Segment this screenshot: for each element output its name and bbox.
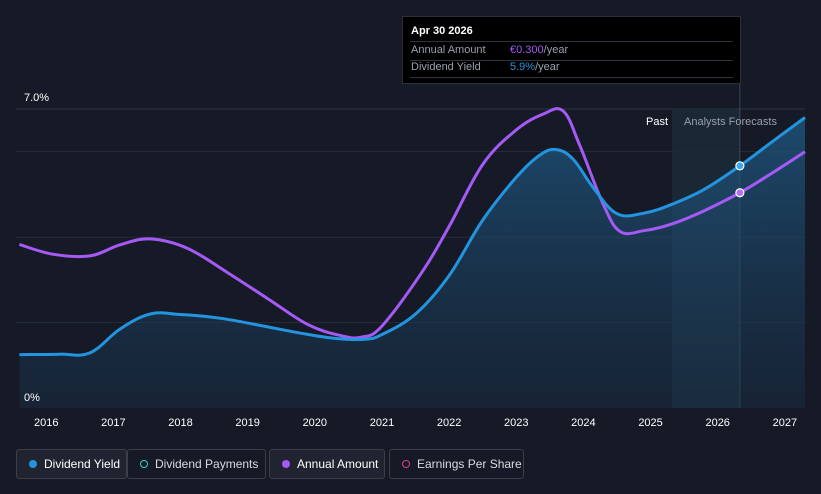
tooltip-divider <box>410 77 733 78</box>
legend-label: Annual Amount <box>297 457 379 471</box>
tooltip-value: €0.300 <box>510 44 544 56</box>
x-tick-label: 2018 <box>168 417 192 429</box>
forecast-label: Analysts Forecasts <box>684 116 777 128</box>
x-tick-label: 2027 <box>773 417 797 429</box>
tooltip-value: 5.9% <box>510 61 536 73</box>
legend-label: Dividend Yield <box>44 457 121 471</box>
annual-amount-point <box>735 188 745 198</box>
past-label: Past <box>646 116 668 128</box>
tooltip: Apr 30 2026 Annual Amount €0.300/year Di… <box>402 16 741 84</box>
tooltip-row-annual-amount: Annual Amount €0.300/year <box>411 44 568 56</box>
y-tick-label-bottom: 0% <box>24 392 40 404</box>
dividend-yield-point <box>735 161 745 171</box>
tooltip-divider <box>410 41 733 42</box>
legend-dividend-payments[interactable]: Dividend Payments <box>127 449 266 479</box>
x-tick-label: 2026 <box>705 417 729 429</box>
legend-label: Earnings Per Share <box>417 457 522 471</box>
legend-annual-amount[interactable]: Annual Amount <box>269 449 385 479</box>
x-tick-label: 2023 <box>504 417 528 429</box>
tooltip-unit: /year <box>543 44 569 56</box>
x-tick-label: 2019 <box>235 417 259 429</box>
tooltip-label: Dividend Yield <box>411 61 481 73</box>
dot-icon <box>282 460 290 468</box>
dot-icon <box>29 460 37 468</box>
legend-dividend-yield[interactable]: Dividend Yield <box>16 449 127 479</box>
x-tick-label: 2020 <box>303 417 327 429</box>
tooltip-date: Apr 30 2026 <box>411 25 473 37</box>
x-tick-label: 2025 <box>638 417 662 429</box>
dividend-chart: 7.0% 0% Past Analysts Forecasts 2016 2017… <box>16 84 806 429</box>
tooltip-label: Annual Amount <box>411 44 486 56</box>
x-axis: 2016 2017 2018 2019 2020 2021 2022 2023 2024 2025… <box>34 417 797 429</box>
dividend-yield-line <box>19 116 806 357</box>
x-tick-label: 2021 <box>370 417 394 429</box>
tooltip-row-dividend-yield: Dividend Yield 5.9%/year <box>411 61 560 73</box>
ring-icon <box>140 460 148 468</box>
tooltip-unit: /year <box>535 61 560 73</box>
tooltip-divider <box>410 60 733 61</box>
x-tick-label: 2024 <box>571 417 595 429</box>
annual-amount-line <box>18 107 806 340</box>
ring-icon <box>402 460 410 468</box>
legend-earnings-per-share[interactable]: Earnings Per Share <box>389 449 524 479</box>
y-tick-label-top: 7.0% <box>24 92 49 104</box>
x-tick-label: 2022 <box>437 417 461 429</box>
legend-label: Dividend Payments <box>155 457 259 471</box>
x-tick-label: 2017 <box>101 417 125 429</box>
x-tick-label: 2016 <box>34 417 58 429</box>
dividend-yield-area <box>19 117 806 408</box>
